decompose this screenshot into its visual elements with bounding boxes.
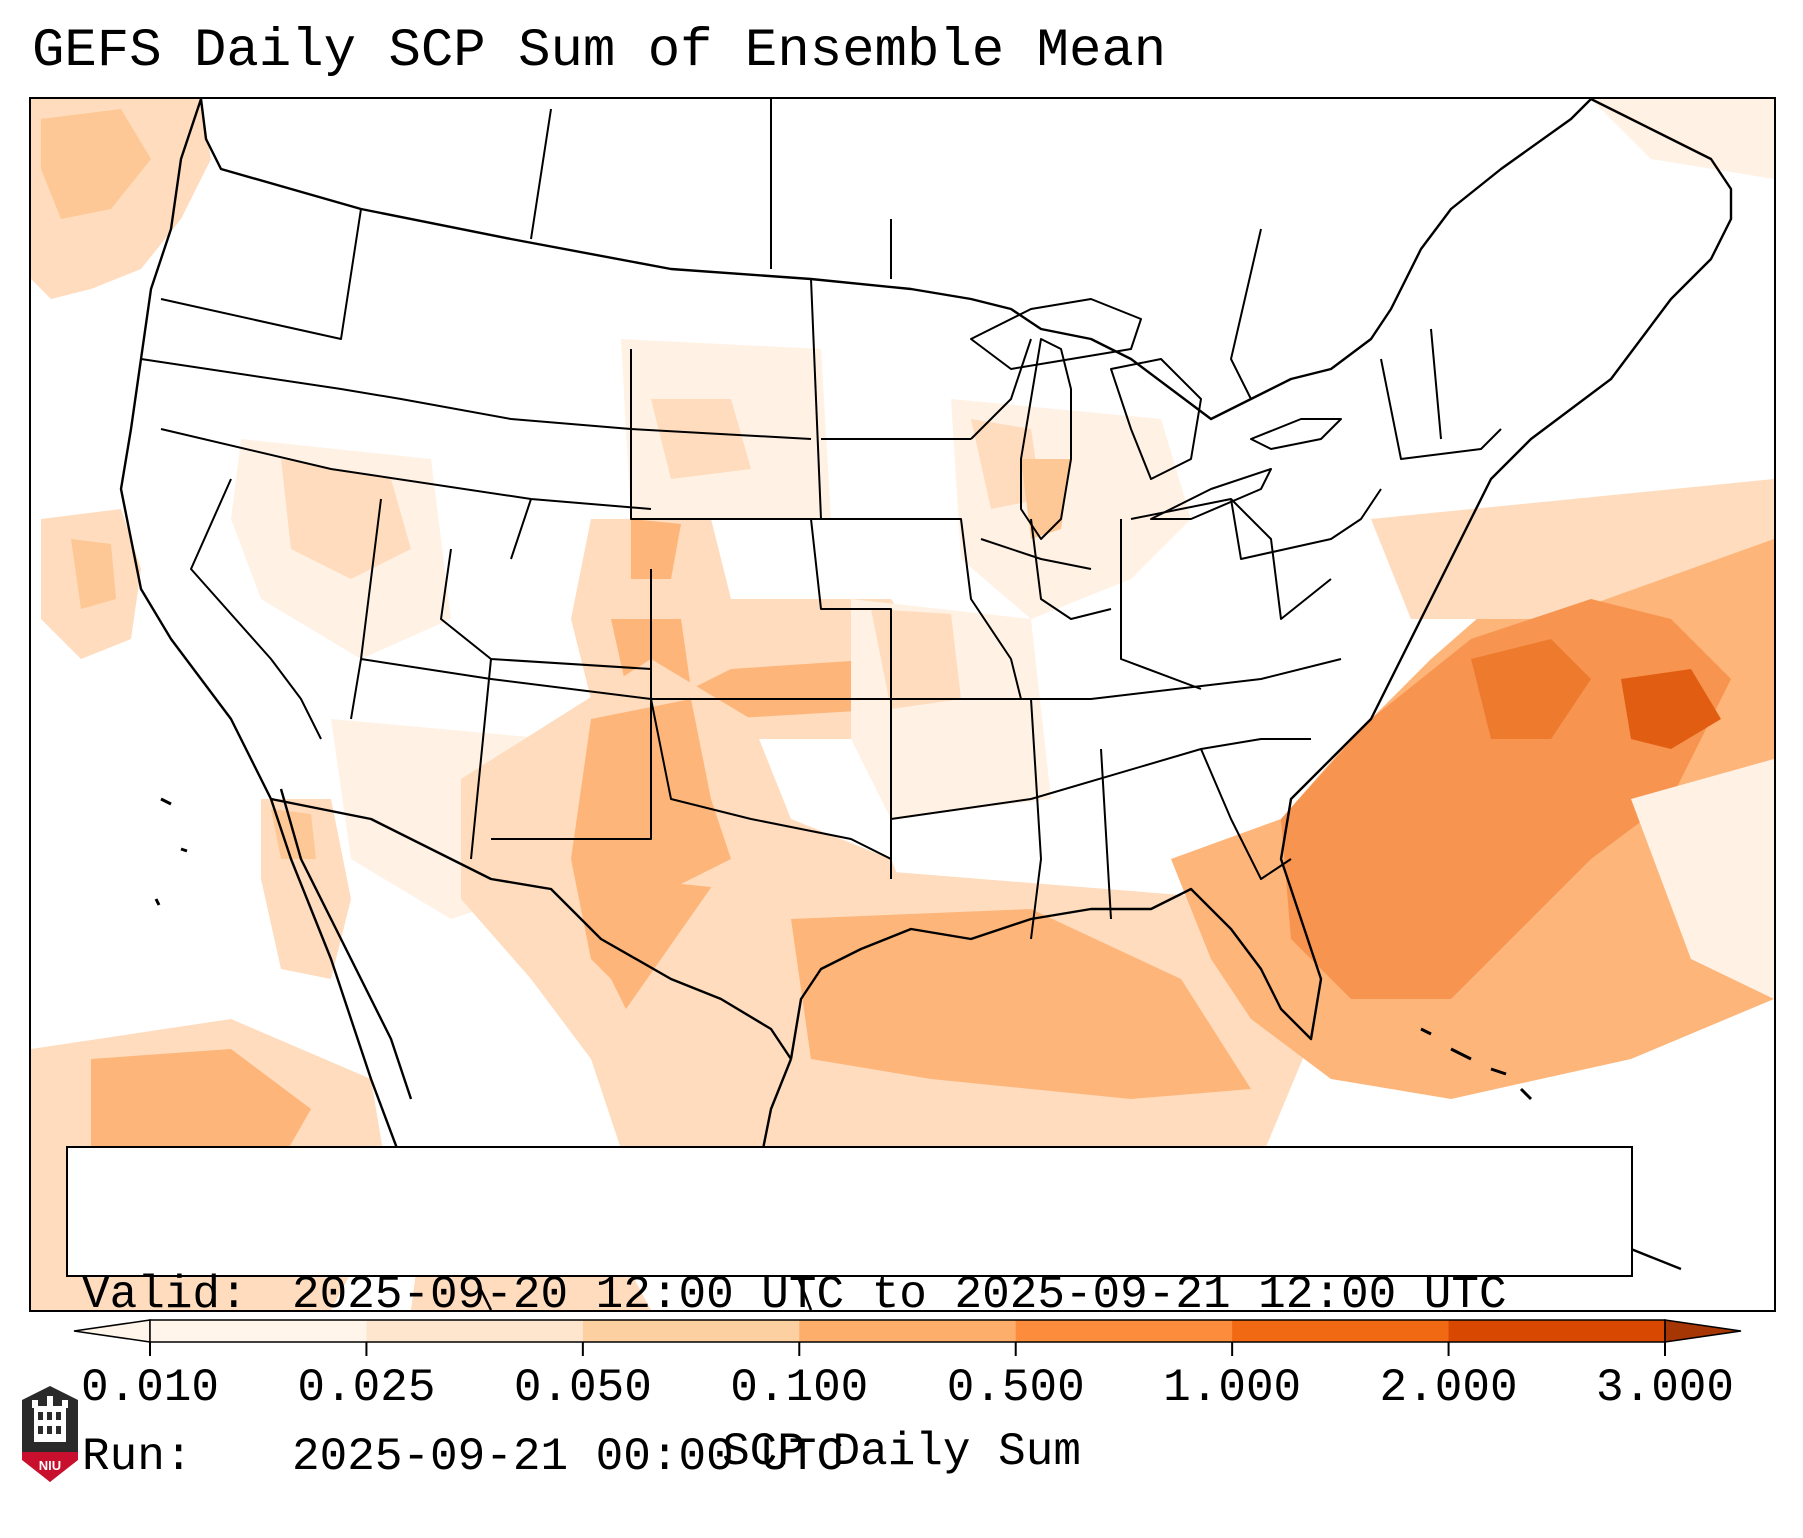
- run-value: 2025-09-21 00:00 UTC: [292, 1431, 845, 1483]
- scp-area-atlantic-peak: [1471, 639, 1591, 739]
- gulf-coast: [789, 99, 1733, 1060]
- colorbar-segment: [799, 1320, 1017, 1342]
- scp-area-pacific-ca-core: [71, 539, 116, 609]
- lake-michigan: [1020, 338, 1072, 540]
- colorbar-tick-label: 3.000: [1595, 1362, 1735, 1414]
- colorbar-tick-label: 2.000: [1379, 1362, 1518, 1414]
- colorbar-tick-label: 0.010: [80, 1362, 220, 1414]
- colorbar-segment: [366, 1320, 584, 1342]
- state-lines: [140, 99, 1502, 940]
- channel-islands: [154, 797, 188, 906]
- colorbar-tick-label: 0.100: [730, 1362, 869, 1414]
- colorbar-segment: [1448, 1320, 1666, 1342]
- lake-erie: [1150, 468, 1272, 520]
- bahamas-islands: [1420, 1027, 1533, 1101]
- colorbar-frame: [149, 1319, 1666, 1343]
- map-panel: [29, 97, 1776, 1312]
- canada-us-border: [199, 99, 1592, 421]
- baja-peninsula: [279, 788, 413, 1100]
- scp-area-colorado-core: [631, 519, 681, 579]
- colorbar-tick-label: 0.500: [946, 1362, 1085, 1414]
- colorbar-segment: [150, 1320, 367, 1342]
- valid-value: 2025-09-20 12:00 UTC to 2025-09-21 12:00…: [292, 1269, 1507, 1321]
- valid-label: Valid:: [82, 1269, 248, 1321]
- colorbar-segment: [582, 1320, 800, 1342]
- colorbar: [73, 1319, 1742, 1356]
- colorbar-segment: [1015, 1320, 1233, 1342]
- logo-text: NIU: [39, 1458, 61, 1473]
- scp-area-pacific-nw-core: [41, 109, 151, 219]
- scp-area-gulf-core: [791, 909, 1251, 1099]
- colorbar-extend-low: [73, 1319, 151, 1343]
- colorbar-tick-label: 1.000: [1163, 1362, 1302, 1414]
- run-label: Run:: [82, 1431, 193, 1483]
- scp-area-lake-mich-core: [1021, 459, 1071, 539]
- colorbar-label: SCP Daily Sum: [722, 1426, 1081, 1478]
- west-coast: [119, 99, 493, 1310]
- us-mexico-border: [270, 797, 792, 1060]
- scp-area-dakotas: [651, 399, 751, 479]
- scp-area-texas-west: [571, 699, 731, 999]
- scp-field: [31, 99, 1774, 1310]
- scp-area-great-basin-core: [281, 459, 411, 579]
- scp-area-atlantic-max: [1621, 669, 1721, 749]
- run-row: Run: 2025-09-21 00:00 UTC: [82, 1430, 1631, 1484]
- colorbar-extend-high: [1664, 1319, 1742, 1343]
- colorbar-tick-label: 0.050: [513, 1362, 652, 1414]
- map-title: GEFS Daily SCP Sum of Ensemble Mean: [32, 21, 1167, 82]
- lake-huron: [1110, 358, 1202, 480]
- niu-building-logo-icon: NIU: [22, 1386, 78, 1482]
- scp-map-svg: [31, 99, 1774, 1310]
- scp-area-northeast: [1591, 99, 1774, 179]
- scp-area-atlantic-core: [1281, 599, 1731, 999]
- valid-row: Valid: 2025-09-20 12:00 UTC to 2025-09-21…: [82, 1268, 1631, 1322]
- valid-run-info-box: Valid: 2025-09-20 12:00 UTC to 2025-09-21…: [66, 1146, 1633, 1483]
- scp-area-gulfstream-light: [1631, 759, 1774, 999]
- lake-superior: [970, 298, 1142, 370]
- colorbar-segment: [1232, 1320, 1450, 1342]
- scp-area-atlantic-light: [1371, 479, 1774, 619]
- lake-ontario: [1250, 418, 1342, 450]
- scp-area-missouri-core: [871, 609, 961, 709]
- colorbar-tick-label: 0.025: [297, 1362, 436, 1414]
